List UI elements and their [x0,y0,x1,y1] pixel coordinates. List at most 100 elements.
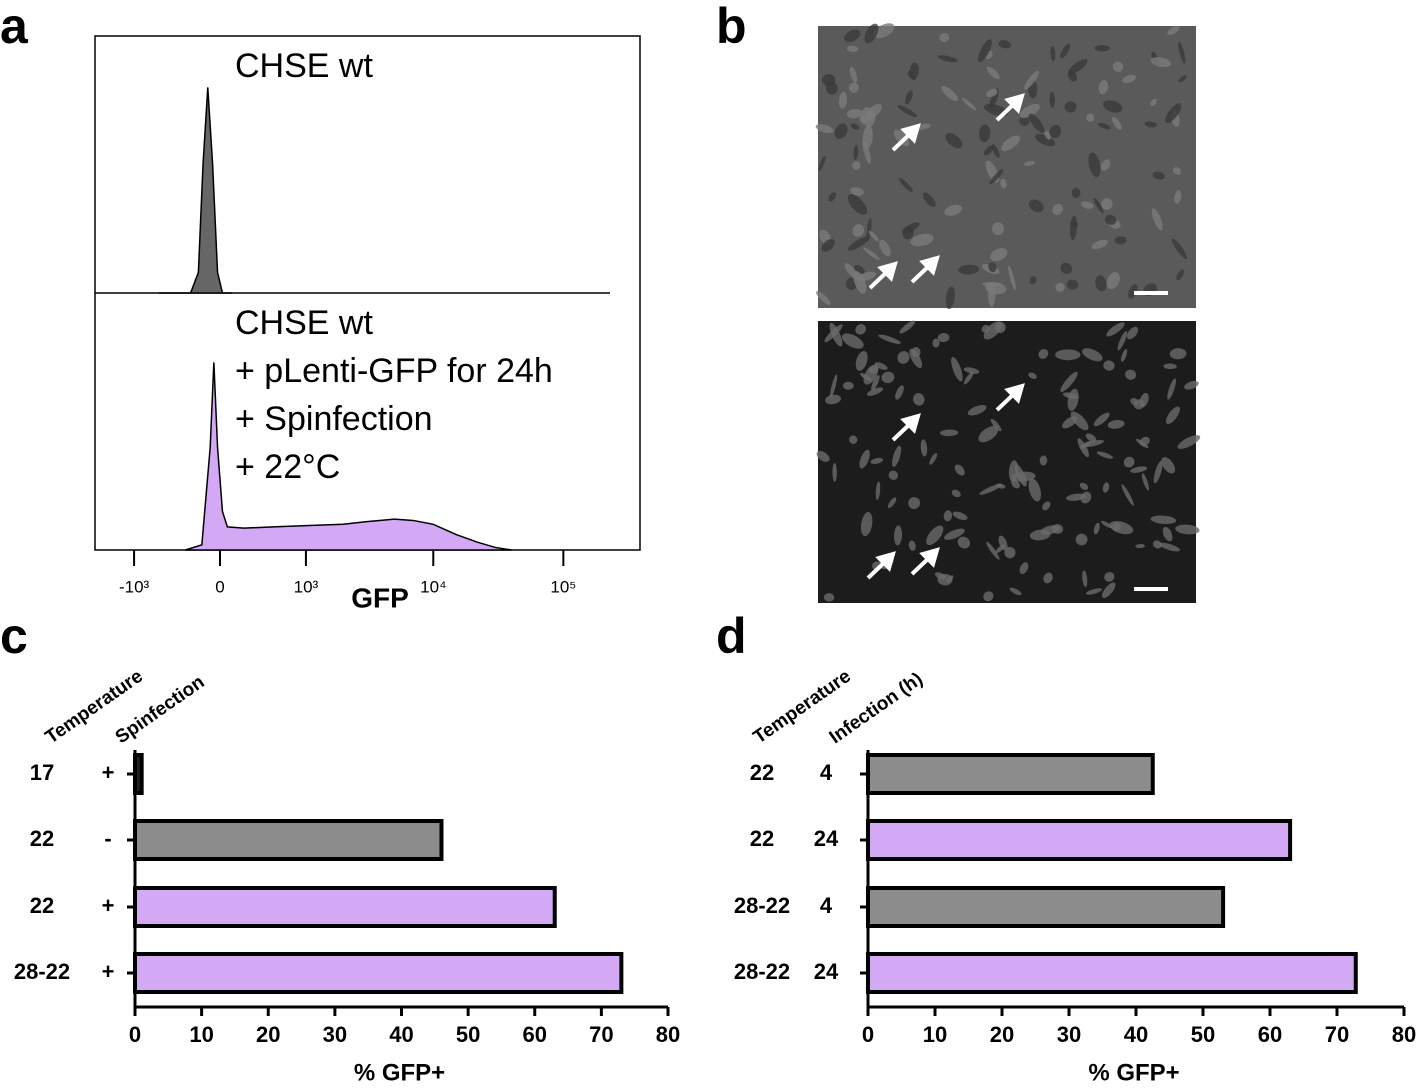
cell [986,88,998,98]
cell [1060,43,1071,59]
cell [870,457,884,464]
cell [1152,540,1162,549]
cell [1152,171,1165,180]
cell [1150,98,1157,107]
category-label: + [102,760,115,785]
cell [963,367,980,374]
annotation: CHSE wt [235,304,373,342]
cell [850,123,860,130]
cell [1000,178,1007,189]
cell [1093,412,1110,427]
cell [1028,372,1037,379]
x-tick-label: 60 [1258,1022,1282,1047]
cell [1064,101,1077,113]
cell [855,351,868,371]
cell [853,145,859,160]
category-label: 28-22 [14,959,70,984]
cell [1117,331,1128,351]
cell [838,91,848,109]
cell [1082,570,1088,588]
cell [1035,133,1056,147]
cell [849,66,858,83]
cell [874,362,888,370]
x-tick-label: 50 [1191,1022,1215,1047]
x-tick-label: 10 [189,1022,213,1047]
cell [1075,533,1088,546]
cell [1060,262,1073,274]
cell [1102,482,1110,493]
cell [1158,542,1181,552]
cell [1150,57,1172,68]
cell [1135,438,1149,449]
cell [866,218,872,242]
cell [1169,348,1187,360]
cell [995,322,1006,334]
cell [1178,75,1187,83]
cell [848,82,859,93]
x-tick-label: -10³ [119,577,150,596]
cell [945,133,963,149]
category-label: - [104,826,111,851]
cell [1028,478,1042,502]
cell [823,593,835,602]
cell [1086,113,1095,122]
cell [844,29,861,43]
bar [866,952,1358,994]
cell [990,248,1008,262]
cell [988,262,997,273]
cell [868,230,879,242]
cell [1133,399,1145,410]
cell [952,511,968,520]
bar [866,886,1226,928]
cell [1107,419,1125,429]
cell [986,66,1000,80]
cell [852,224,865,237]
cell [977,39,992,63]
cell [1044,130,1051,140]
cell [1176,269,1185,281]
cell [847,45,859,52]
x-tick-label: 0 [862,1022,874,1047]
cell [1104,572,1115,582]
cell [908,540,916,551]
x-tick-label: 80 [1392,1022,1416,1047]
cell [825,394,841,405]
cell [853,271,867,294]
cell [815,124,834,134]
cell [1008,460,1019,482]
histogram-area [158,87,233,294]
cell [1101,520,1113,529]
cell [1098,80,1109,95]
cell [1043,572,1053,584]
cell [1066,493,1087,501]
cell [828,192,837,202]
cell [1100,159,1111,171]
cell [879,239,891,257]
panel-letter: c [0,608,28,664]
cell [1039,455,1048,466]
cell [1112,117,1122,130]
cell [991,143,1000,158]
cell [848,236,870,251]
cell [893,525,903,546]
cell [926,525,944,546]
cell [834,123,848,139]
cell [1082,348,1103,362]
cell [846,108,863,119]
panel-letter: a [0,0,29,54]
cell [1104,214,1117,225]
cell [1161,457,1176,474]
cell [1019,562,1029,575]
cell [945,286,955,310]
cell [899,320,916,334]
cell [1052,203,1064,215]
cell [1112,61,1124,73]
cell [1171,238,1188,260]
cell [897,351,910,364]
cell [951,356,963,382]
cell [1167,378,1177,400]
category-label: 24 [814,826,839,851]
category-label: 28-22 [734,893,790,918]
cell [1130,466,1148,473]
